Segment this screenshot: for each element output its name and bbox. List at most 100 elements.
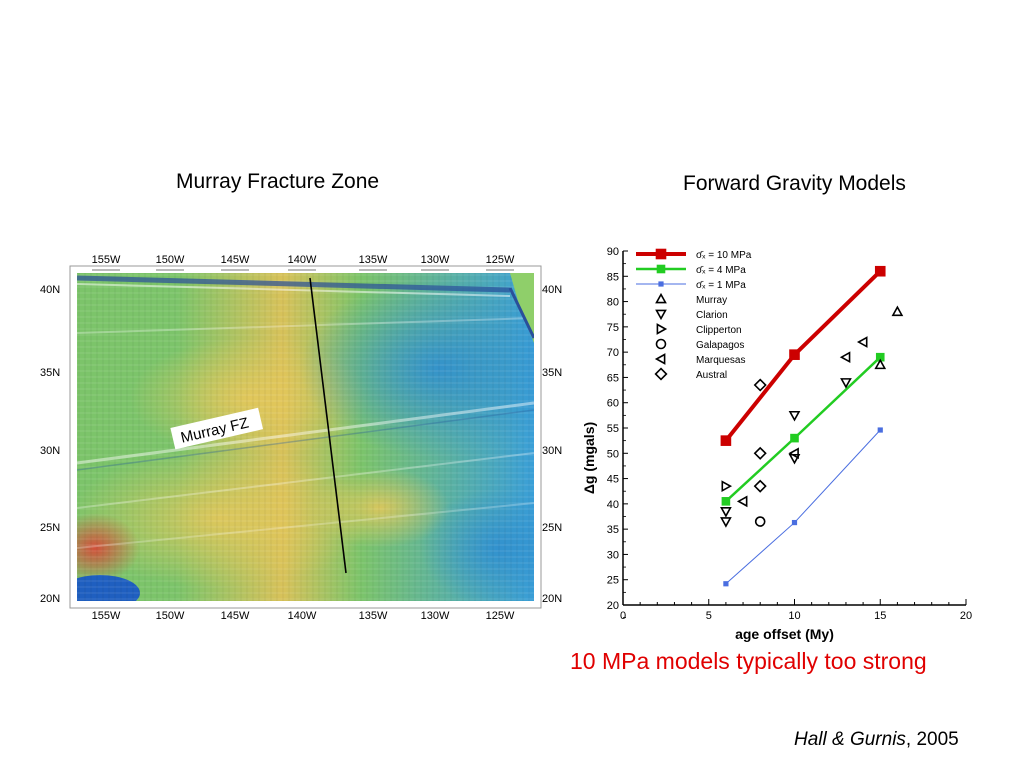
citation: Hall & Gurnis, 2005 xyxy=(794,729,959,751)
series-7 xyxy=(736,336,868,508)
data-point xyxy=(840,378,852,389)
map-title: Murray Fracture Zone xyxy=(176,170,380,193)
map-left-lat-label: 40N xyxy=(40,284,60,296)
data-point xyxy=(654,353,666,365)
citation-year: , 2005 xyxy=(905,729,959,750)
data-point xyxy=(655,309,667,321)
chart-legend: σ̄ₓ = 10 MPa σ̄ₓ = 4 MPa σ̄ₓ = 1 MPa Murray… xyxy=(636,248,752,381)
series-4 xyxy=(720,378,852,528)
data-point xyxy=(655,292,667,304)
series-3 xyxy=(874,305,904,370)
legend-label: σ̄ₓ = 10 MPa xyxy=(696,250,752,261)
data-point xyxy=(658,281,664,287)
data-point xyxy=(874,358,887,370)
y-tick-label: 60 xyxy=(607,398,619,410)
map-top-lon-label: 150W xyxy=(156,254,185,266)
series-5 xyxy=(721,480,733,493)
murray-fz-map: 155W 150W 145W 140W 135W 130W 125W 155W 150W 145W… xyxy=(40,248,570,622)
x-tick-label: 5 xyxy=(706,610,712,622)
data-point xyxy=(789,349,800,360)
y-tick-label: 90 xyxy=(607,246,619,258)
map-top-lon-label: 145W xyxy=(221,254,250,266)
series-0 xyxy=(720,265,886,446)
y-tick-label: 25 xyxy=(607,575,619,587)
chart-figure: 20 25 30 35 40 45 50 55 60 65 70 75 80 85 90 0 5 10 15 20 ag… xyxy=(581,246,972,642)
gravity-chart: 20 25 30 35 40 45 50 55 60 65 70 75 80 85 90 0 5 10 15 20 ag… xyxy=(578,238,978,643)
y-tick-label: 20 xyxy=(607,600,619,612)
legend-label: Clarion xyxy=(696,310,728,321)
data-point xyxy=(655,248,667,260)
data-point xyxy=(656,323,668,335)
map-left-lat-label: 20N xyxy=(40,593,60,605)
map-left-lat-label: 30N xyxy=(40,445,60,457)
y-tick-label: 85 xyxy=(607,271,619,283)
map-right-lat-label: 25N xyxy=(542,522,562,534)
x-tick-label: 10 xyxy=(788,610,800,622)
map-bottom-lon-label: 145W xyxy=(221,610,250,620)
data-point xyxy=(720,435,732,446)
data-point xyxy=(753,479,767,493)
map-ticks: 155W 150W 145W 140W 135W 130W 125W 155W 150W 145W… xyxy=(40,254,562,622)
map-top-lon-label: 155W xyxy=(92,254,121,266)
x-tick-label: 15 xyxy=(874,610,886,622)
map-top-lon-label: 140W xyxy=(288,254,317,266)
map-top-lon-label: 135W xyxy=(359,254,388,266)
data-point xyxy=(788,453,801,465)
data-point xyxy=(720,517,732,528)
data-point xyxy=(874,265,886,277)
data-point xyxy=(788,447,799,460)
map-left-lat-label: 35N xyxy=(40,367,60,379)
conclusion-text: 10 MPa models typically too strong xyxy=(570,648,927,674)
legend-label: Austral xyxy=(696,370,727,381)
data-point xyxy=(654,367,668,381)
legend-label: Marquesas xyxy=(696,355,745,366)
map-image xyxy=(77,273,534,601)
data-point xyxy=(790,433,799,443)
data-point xyxy=(655,338,667,350)
map-top-lon-label: 130W xyxy=(421,254,450,266)
chart-axes: 20 25 30 35 40 45 50 55 60 65 70 75 80 85 90 0 5 10 15 20 ag… xyxy=(581,246,972,642)
data-point xyxy=(723,581,729,587)
legend-label: σ̄ₓ = 4 MPa xyxy=(696,265,746,276)
y-tick-label: 50 xyxy=(607,448,619,460)
map-right-lat-label: 30N xyxy=(542,445,562,457)
data-point xyxy=(754,516,766,527)
data-point xyxy=(736,495,748,508)
map-right-lat-label: 20N xyxy=(542,593,562,605)
legend-label: σ̄ₓ = 1 MPa xyxy=(696,280,746,291)
map-figure: 155W 150W 145W 140W 135W 130W 125W 155W 150W 145W… xyxy=(40,254,562,622)
data-point xyxy=(877,427,883,433)
y-tick-label: 70 xyxy=(607,347,619,359)
map-bottom-lon-label: 140W xyxy=(288,610,317,620)
map-left-lat-label: 25N xyxy=(40,522,60,534)
series-6 xyxy=(754,516,766,527)
legend-label: Galapagos xyxy=(696,340,744,351)
data-point xyxy=(791,519,798,526)
data-point xyxy=(721,480,733,493)
series-2 xyxy=(723,427,883,587)
x-tick-label: 20 xyxy=(960,610,972,622)
legend-label: Murray xyxy=(696,295,727,306)
data-point xyxy=(721,497,731,506)
map-bottom-lon-label: 135W xyxy=(359,610,388,620)
data-point xyxy=(856,336,868,348)
y-tick-label: 75 xyxy=(607,322,619,334)
y-tick-label: 30 xyxy=(607,549,619,561)
chart-title: Forward Gravity Models xyxy=(683,172,906,195)
data-point xyxy=(753,446,767,460)
y-tick-label: 40 xyxy=(607,499,619,511)
chart-series xyxy=(720,265,904,587)
map-bottom-lon-label: 125W xyxy=(486,610,515,620)
series-8 xyxy=(753,378,767,493)
legend-label: Clipperton xyxy=(696,325,742,336)
map-bottom-lon-label: 130W xyxy=(421,610,450,620)
x-axis-label: age offset (My) xyxy=(735,626,834,642)
y-tick-label: 45 xyxy=(607,474,619,486)
data-point xyxy=(753,378,767,392)
map-right-lat-label: 35N xyxy=(542,367,562,379)
x-tick-label: 0 xyxy=(620,610,626,622)
data-point xyxy=(720,507,732,518)
y-tick-label: 80 xyxy=(607,297,619,309)
y-tick-label: 65 xyxy=(607,372,619,384)
data-point xyxy=(656,264,666,274)
